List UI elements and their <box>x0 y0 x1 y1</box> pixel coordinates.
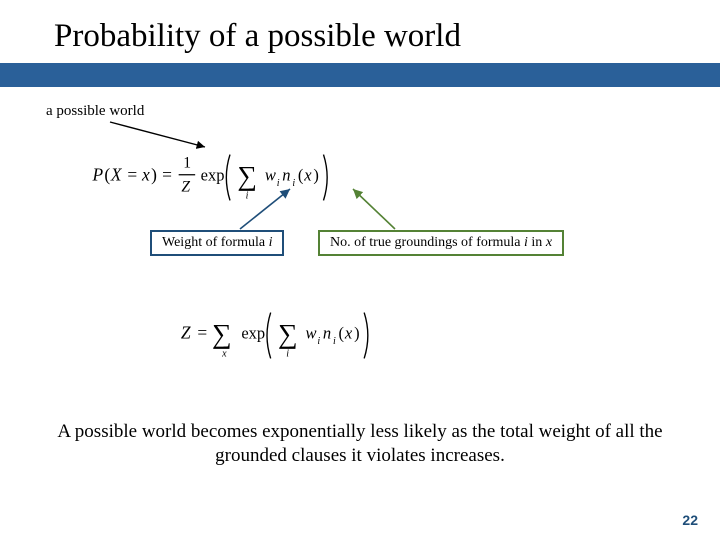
svg-text:exp: exp <box>241 323 265 342</box>
arrow-subtitle-to-x <box>105 120 215 150</box>
annotation-box-weight: Weight of formula i <box>150 230 284 256</box>
svg-text:i: i <box>333 336 336 347</box>
svg-text:∑: ∑ <box>278 318 298 349</box>
bottom-explanation: A possible world becomes exponentially l… <box>20 420 700 468</box>
svg-text:x: x <box>221 349 227 360</box>
box2-prefix: No. of true groundings of formula <box>330 235 524 250</box>
annotation-box-groundings: No. of true groundings of formula i in x <box>318 230 564 256</box>
subtitle-label: a possible world <box>46 103 144 120</box>
page-number: 22 <box>682 512 698 528</box>
svg-text:n: n <box>323 323 331 342</box>
svg-text:w: w <box>306 323 317 342</box>
svg-text:=: = <box>197 322 207 342</box>
svg-text:=: = <box>162 164 172 184</box>
svg-text:(: ( <box>298 165 304 184</box>
title-underline-bar <box>0 63 720 87</box>
title-region: Probability of a possible world <box>0 0 720 55</box>
svg-text:): ) <box>313 165 319 184</box>
slide-title: Probability of a possible world <box>54 18 720 55</box>
svg-text:n: n <box>282 165 290 184</box>
svg-text:x: x <box>303 165 312 184</box>
svg-text:Z: Z <box>181 322 191 342</box>
svg-text:): ) <box>151 164 157 184</box>
formula-p: P ( X = x ) = 1 Z exp ∑ i w i n i ( x ) <box>80 150 380 205</box>
svg-text:X: X <box>110 164 123 184</box>
svg-text:exp: exp <box>201 165 225 184</box>
svg-text:i: i <box>317 336 320 347</box>
box1-prefix: Weight of formula <box>162 235 269 250</box>
box2-mid: in <box>528 235 546 250</box>
svg-text:): ) <box>354 323 360 342</box>
svg-text:P: P <box>92 164 104 184</box>
svg-text:x: x <box>344 323 353 342</box>
svg-text:Z: Z <box>181 178 190 195</box>
svg-text:x: x <box>141 164 150 184</box>
svg-text:(: ( <box>339 323 345 342</box>
svg-text:w: w <box>265 165 276 184</box>
svg-text:=: = <box>127 164 137 184</box>
arrow-groundings-to-ni <box>345 185 405 233</box>
svg-text:(: ( <box>104 164 110 184</box>
svg-text:∑: ∑ <box>212 318 232 349</box>
box1-i: i <box>269 235 273 250</box>
arrow-weight-to-wi <box>235 185 325 233</box>
svg-text:i: i <box>286 349 289 360</box>
svg-text:1: 1 <box>183 154 191 171</box>
formula-z: Z = ∑ x exp ∑ i w i n i ( x ) <box>170 308 430 363</box>
box2-x: x <box>546 235 552 250</box>
